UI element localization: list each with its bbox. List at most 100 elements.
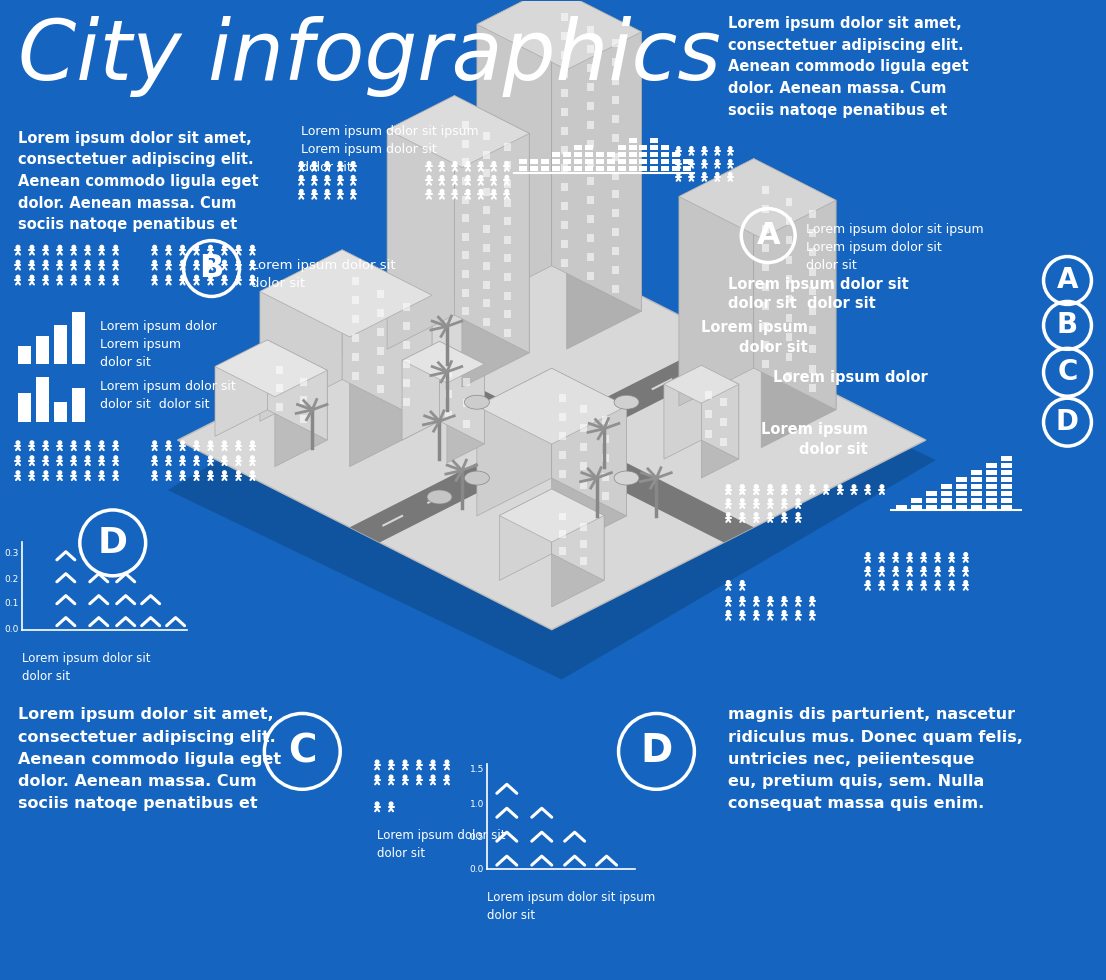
Bar: [504, 292, 511, 300]
Circle shape: [782, 513, 786, 516]
Bar: [785, 275, 793, 283]
Bar: [461, 196, 469, 204]
Text: D: D: [1056, 408, 1079, 436]
Bar: [672, 159, 680, 164]
Bar: [1001, 491, 1012, 496]
Polygon shape: [349, 338, 753, 543]
Circle shape: [796, 513, 800, 516]
Circle shape: [838, 485, 842, 488]
Circle shape: [44, 470, 48, 474]
Bar: [808, 268, 816, 275]
Bar: [559, 394, 566, 402]
Bar: [613, 247, 619, 255]
Bar: [586, 271, 594, 279]
Bar: [650, 152, 658, 157]
Circle shape: [153, 261, 156, 264]
Bar: [300, 397, 306, 405]
Bar: [613, 39, 619, 47]
Bar: [483, 207, 490, 215]
Circle shape: [100, 261, 104, 264]
Circle shape: [325, 175, 328, 179]
Circle shape: [782, 485, 786, 488]
Text: City infographics: City infographics: [18, 16, 721, 97]
Circle shape: [17, 470, 20, 474]
Bar: [585, 166, 593, 171]
Circle shape: [702, 160, 706, 163]
Bar: [613, 134, 619, 142]
Circle shape: [167, 245, 170, 249]
Bar: [762, 321, 769, 329]
Circle shape: [740, 611, 744, 614]
Bar: [352, 372, 358, 380]
Bar: [926, 498, 937, 503]
Text: 0.2: 0.2: [4, 575, 19, 584]
Bar: [559, 529, 565, 538]
Circle shape: [251, 456, 254, 460]
Circle shape: [180, 470, 185, 474]
Bar: [586, 26, 594, 34]
Bar: [926, 491, 937, 496]
Circle shape: [72, 456, 75, 460]
Circle shape: [796, 611, 800, 614]
Circle shape: [417, 760, 420, 763]
Bar: [926, 505, 937, 510]
Text: Lorem ipsum
dolor sit: Lorem ipsum dolor sit: [701, 320, 808, 355]
Bar: [613, 115, 619, 122]
Bar: [585, 145, 593, 150]
Bar: [628, 138, 637, 143]
Bar: [377, 385, 384, 393]
Bar: [602, 472, 608, 481]
Circle shape: [769, 485, 772, 488]
Bar: [377, 347, 384, 356]
Circle shape: [325, 162, 328, 166]
Circle shape: [796, 597, 800, 600]
Bar: [586, 83, 594, 91]
Polygon shape: [664, 366, 739, 403]
Bar: [275, 403, 283, 411]
Circle shape: [167, 470, 170, 474]
Bar: [530, 166, 538, 171]
Bar: [461, 232, 469, 241]
Bar: [1001, 464, 1012, 468]
Bar: [596, 159, 604, 164]
Text: Lorem ipsum dolor: Lorem ipsum dolor: [773, 370, 928, 385]
Circle shape: [716, 160, 719, 163]
Circle shape: [922, 566, 926, 570]
Bar: [504, 199, 511, 207]
Bar: [586, 177, 594, 185]
Circle shape: [44, 441, 48, 445]
Circle shape: [445, 760, 449, 763]
Bar: [613, 210, 619, 218]
Circle shape: [782, 485, 786, 488]
Bar: [541, 159, 549, 164]
Circle shape: [195, 441, 198, 445]
Circle shape: [167, 441, 170, 445]
Bar: [461, 307, 469, 316]
Circle shape: [740, 580, 744, 584]
Bar: [541, 166, 549, 171]
Circle shape: [431, 760, 435, 763]
Circle shape: [690, 160, 693, 163]
Bar: [941, 505, 952, 510]
Bar: [808, 384, 816, 392]
Circle shape: [114, 261, 117, 264]
Bar: [956, 484, 967, 489]
Bar: [785, 295, 793, 303]
Bar: [896, 505, 907, 510]
Bar: [377, 367, 384, 374]
Text: Lorem ipsum dolor sit
dolor sit: Lorem ipsum dolor sit dolor sit: [377, 829, 505, 860]
Circle shape: [389, 802, 393, 806]
Circle shape: [866, 580, 869, 584]
Circle shape: [338, 162, 342, 166]
Bar: [586, 234, 594, 242]
Bar: [580, 540, 586, 548]
Circle shape: [853, 485, 856, 488]
Polygon shape: [275, 370, 327, 466]
Bar: [561, 165, 568, 172]
Bar: [561, 70, 568, 78]
Polygon shape: [566, 32, 641, 349]
Circle shape: [936, 553, 940, 557]
Ellipse shape: [465, 471, 489, 485]
Circle shape: [729, 160, 732, 163]
Bar: [911, 505, 921, 510]
